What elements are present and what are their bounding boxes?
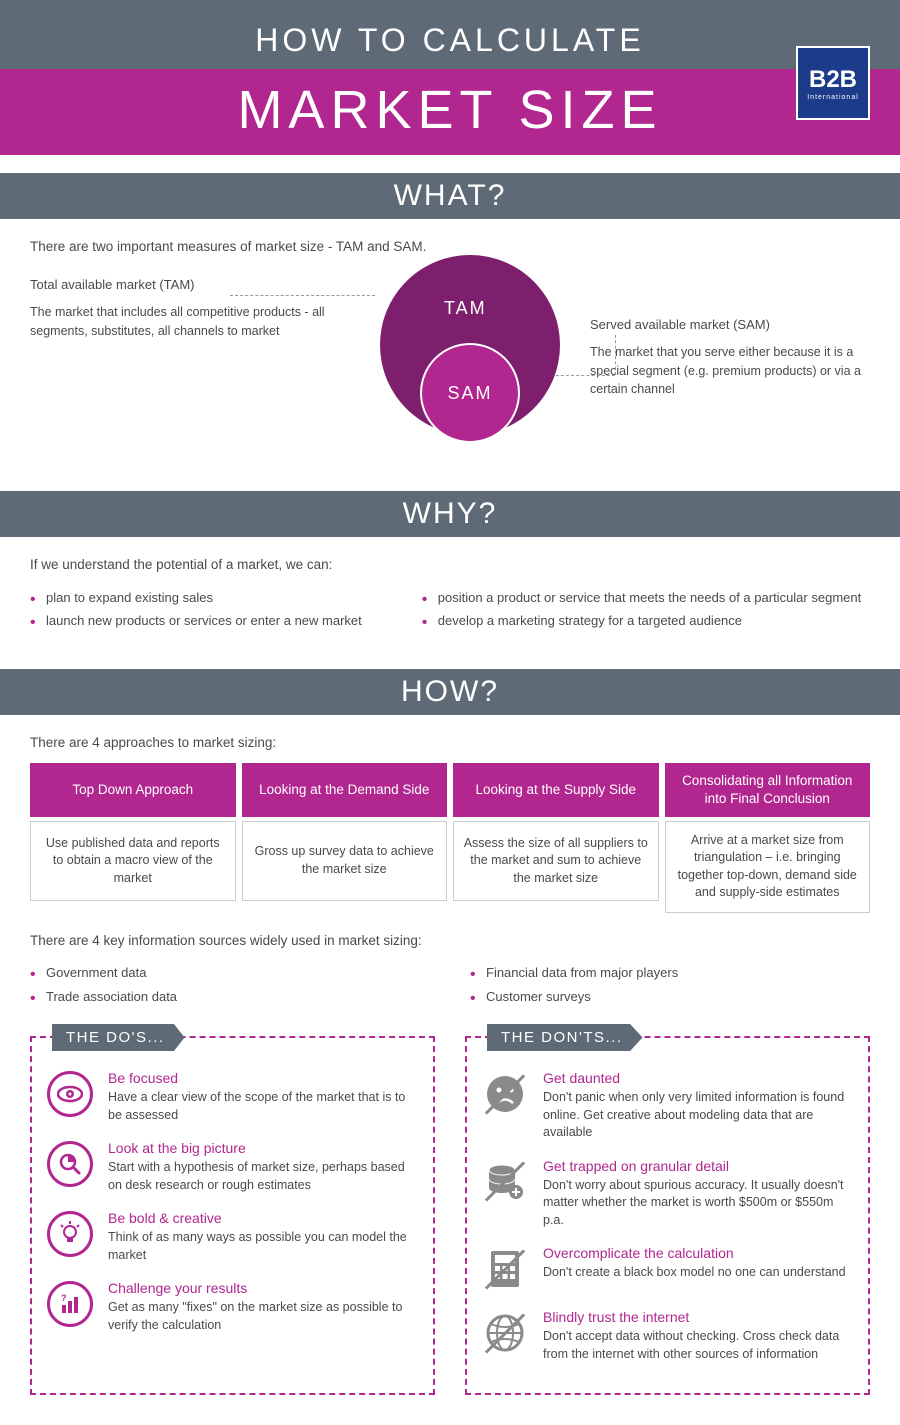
section-why-title: WHY? xyxy=(0,497,900,531)
sam-label: Served available market (SAM) xyxy=(590,315,870,335)
dos-box: THE DO'S... Be focusedHave a clear view … xyxy=(30,1036,435,1395)
why-item: plan to expand existing sales xyxy=(30,586,362,610)
dos-tag: THE DO'S... xyxy=(52,1024,185,1051)
tam-desc: The market that includes all competitive… xyxy=(30,303,350,341)
source-item: Government data xyxy=(30,961,410,985)
section-how-bar: HOW? xyxy=(0,669,900,715)
section-why-bar: WHY? xyxy=(0,491,900,537)
source-item: Trade association data xyxy=(30,985,410,1009)
why-item: launch new products or services or enter… xyxy=(30,609,362,633)
logo-sub: International xyxy=(807,94,859,101)
do-desc: Have a clear view of the scope of the ma… xyxy=(108,1089,419,1124)
sources-list-right: Financial data from major players Custom… xyxy=(470,961,678,1008)
tam-label: Total available market (TAM) xyxy=(30,275,350,295)
approach-header: Consolidating all Information into Final… xyxy=(665,763,871,817)
database-crossed-icon xyxy=(482,1159,528,1205)
why-list-left: plan to expand existing sales launch new… xyxy=(30,586,362,633)
approach-cell: Use published data and reports to obtain… xyxy=(30,821,236,901)
dont-title: Overcomplicate the calculation xyxy=(543,1245,846,1261)
calculator-crossed-icon xyxy=(482,1246,528,1292)
sam-badge: SAM xyxy=(447,380,492,407)
chart-icon: ? xyxy=(47,1281,93,1327)
how-intro: There are 4 approaches to market sizing: xyxy=(30,733,870,753)
do-desc: Think of as many ways as possible you ca… xyxy=(108,1229,419,1264)
do-title: Challenge your results xyxy=(108,1280,419,1296)
what-content: There are two important measures of mark… xyxy=(0,219,900,473)
magnifier-icon xyxy=(47,1141,93,1187)
sources-intro: There are 4 key information sources wide… xyxy=(30,931,870,951)
sources-list-left: Government data Trade association data xyxy=(30,961,410,1008)
donts-tag: THE DON'TS... xyxy=(487,1024,643,1051)
dont-title: Blindly trust the internet xyxy=(543,1309,854,1325)
lightbulb-icon xyxy=(47,1211,93,1257)
what-intro: There are two important measures of mark… xyxy=(30,237,870,257)
why-list-right: position a product or service that meets… xyxy=(422,586,861,633)
why-content: If we understand the potential of a mark… xyxy=(0,537,900,650)
source-item: Customer surveys xyxy=(470,985,678,1009)
approach-cell: Gross up survey data to achieve the mark… xyxy=(242,821,448,901)
how-content: There are 4 approaches to market sizing:… xyxy=(0,715,900,1027)
source-item: Financial data from major players xyxy=(470,961,678,985)
header-pretitle: HOW TO CALCULATE xyxy=(0,22,900,59)
donts-box: THE DON'TS... Get dauntedDon't panic whe… xyxy=(465,1036,870,1395)
dont-desc: Don't panic when only very limited infor… xyxy=(543,1089,854,1142)
approaches-table: Top Down ApproachUse published data and … xyxy=(30,763,870,913)
header-title: MARKET SIZE xyxy=(0,79,900,141)
svg-text:?: ? xyxy=(61,1293,67,1303)
do-desc: Start with a hypothesis of market size, … xyxy=(108,1159,419,1194)
header-title-bar: MARKET SIZE xyxy=(0,69,900,155)
approach-header: Looking at the Supply Side xyxy=(453,763,659,817)
do-desc: Get as many "fixes" on the market size a… xyxy=(108,1299,419,1334)
why-item: position a product or service that meets… xyxy=(422,586,861,610)
section-how-title: HOW? xyxy=(0,675,900,709)
tam-leader-line xyxy=(230,295,375,296)
do-title: Look at the big picture xyxy=(108,1140,419,1156)
do-title: Be focused xyxy=(108,1070,419,1086)
approach-header: Looking at the Demand Side xyxy=(242,763,448,817)
dont-desc: Don't worry about spurious accuracy. It … xyxy=(543,1177,854,1230)
dont-desc: Don't accept data without checking. Cros… xyxy=(543,1328,854,1363)
section-what-bar: WHAT? xyxy=(0,173,900,219)
logo-main: B2B xyxy=(809,66,857,94)
approach-header: Top Down Approach xyxy=(30,763,236,817)
dont-title: Get daunted xyxy=(543,1070,854,1086)
approach-cell: Assess the size of all suppliers to the … xyxy=(453,821,659,901)
section-what-title: WHAT? xyxy=(0,179,900,213)
approach-cell: Arrive at a market size from triangulati… xyxy=(665,821,871,913)
dont-title: Get trapped on granular detail xyxy=(543,1158,854,1174)
globe-crossed-icon xyxy=(482,1310,528,1356)
header-pretitle-bar: HOW TO CALCULATE xyxy=(0,0,900,69)
eye-icon xyxy=(47,1071,93,1117)
tam-badge: TAM xyxy=(444,295,487,322)
tam-sam-diagram: TAM SAM xyxy=(370,275,570,455)
sam-desc: The market that you serve either because… xyxy=(590,343,870,399)
sad-face-crossed-icon xyxy=(482,1071,528,1117)
b2b-logo: B2B International xyxy=(796,46,870,120)
do-title: Be bold & creative xyxy=(108,1210,419,1226)
sam-leader-line-v xyxy=(615,335,616,375)
sam-circle: SAM xyxy=(420,343,520,443)
why-item: develop a marketing strategy for a targe… xyxy=(422,609,861,633)
why-intro: If we understand the potential of a mark… xyxy=(30,555,870,575)
